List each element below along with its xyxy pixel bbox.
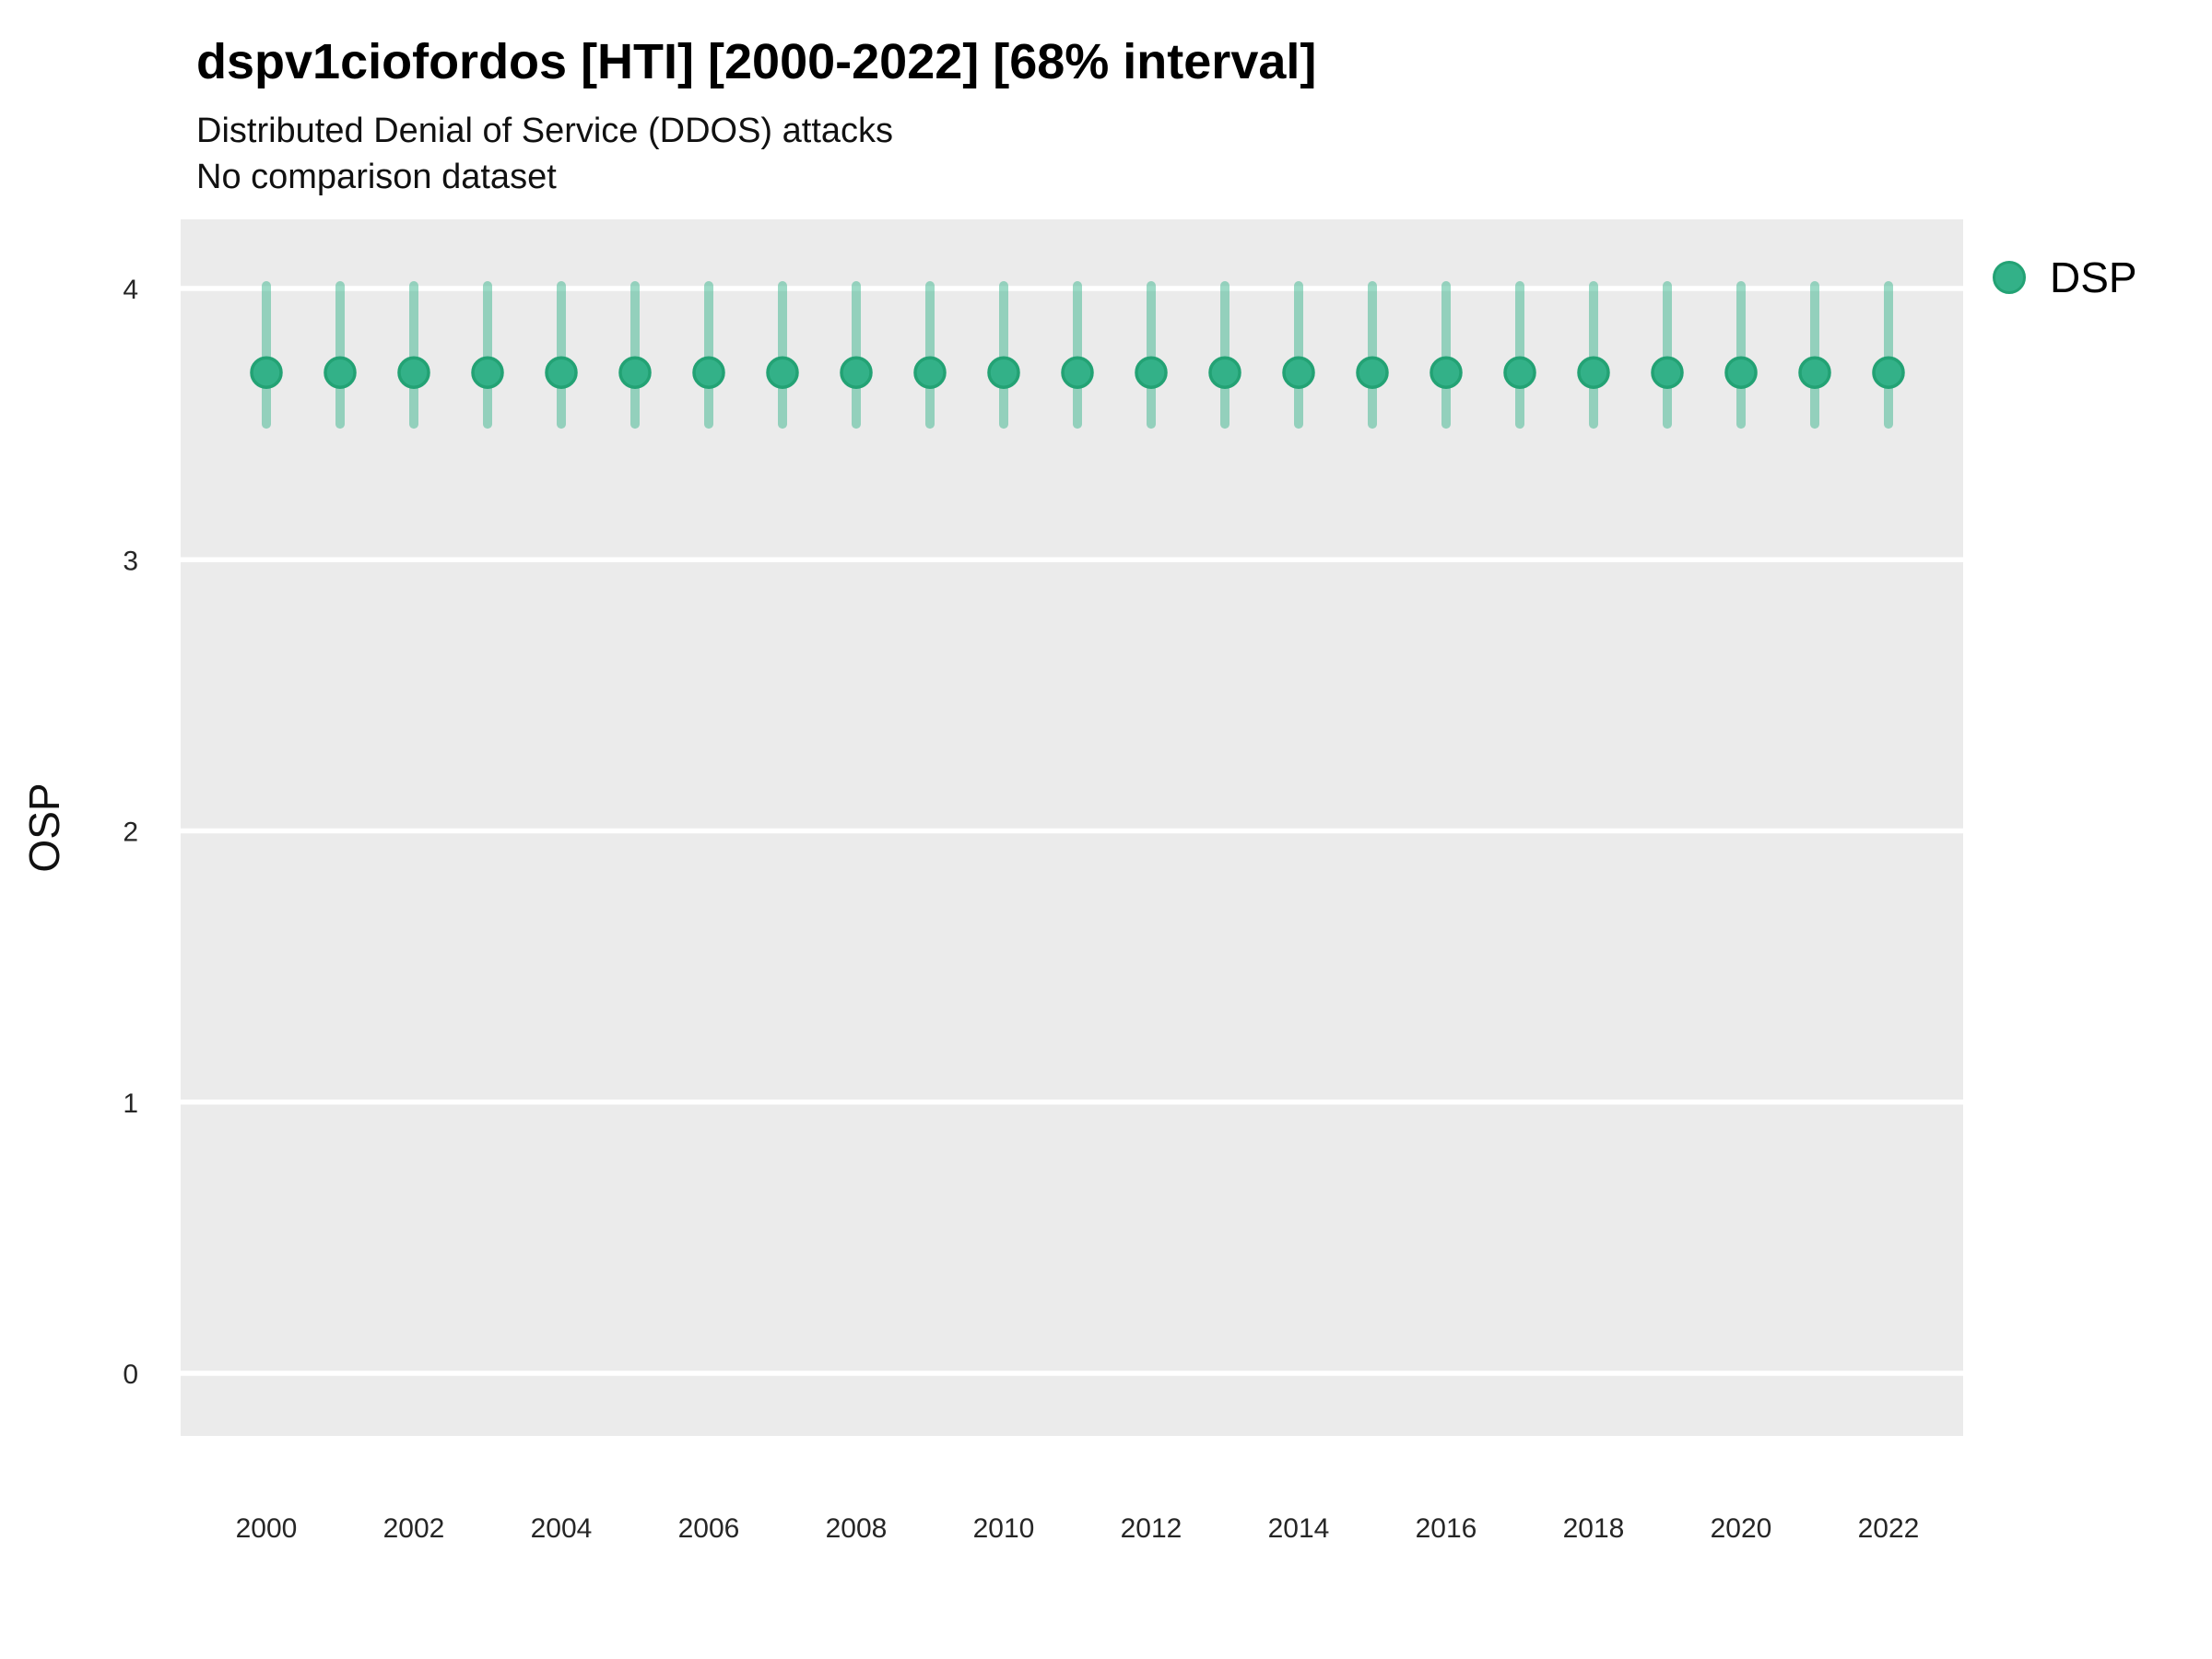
data-point <box>1724 356 1758 389</box>
data-point <box>1798 356 1831 389</box>
data-point <box>250 356 283 389</box>
legend-point-icon <box>1993 261 2026 294</box>
y-tick-label: 4 <box>123 275 138 305</box>
data-point <box>840 356 873 389</box>
chart-title: dspv1ciofordos [HTI] [2000-2022] [68% in… <box>196 34 1317 89</box>
x-tick-label: 2016 <box>1416 1513 1477 1544</box>
data-point <box>1135 356 1168 389</box>
chart-caption: No comparison dataset <box>196 158 557 196</box>
data-point <box>1430 356 1463 389</box>
x-tick-label: 2014 <box>1268 1513 1330 1544</box>
x-tick-label: 2012 <box>1121 1513 1182 1544</box>
data-point <box>692 356 725 389</box>
data-point <box>1208 356 1241 389</box>
x-tick-label: 2002 <box>383 1513 445 1544</box>
data-point <box>1577 356 1610 389</box>
panel-background <box>181 219 1963 1436</box>
data-point <box>1651 356 1684 389</box>
data-point <box>1061 356 1094 389</box>
data-point <box>324 356 357 389</box>
data-point <box>397 356 430 389</box>
x-tick-label: 2020 <box>1711 1513 1772 1544</box>
x-tick-label: 2010 <box>973 1513 1035 1544</box>
chart-subtitle: Distributed Denial of Service (DDOS) att… <box>196 112 894 150</box>
y-tick-label: 3 <box>123 546 138 576</box>
legend-label: DSP <box>2050 253 2137 301</box>
data-point <box>471 356 504 389</box>
x-tick-label: 2004 <box>531 1513 593 1544</box>
data-point <box>1503 356 1536 389</box>
y-tick-label: 1 <box>123 1088 138 1119</box>
data-point <box>913 356 947 389</box>
y-axis-title: OSP <box>20 782 68 873</box>
x-tick-label: 2022 <box>1858 1513 1920 1544</box>
data-point <box>1872 356 1905 389</box>
x-tick-label: 2006 <box>678 1513 740 1544</box>
y-tick-label: 2 <box>123 818 138 848</box>
data-point <box>766 356 799 389</box>
data-point <box>1282 356 1315 389</box>
data-point <box>987 356 1020 389</box>
x-tick-label: 2008 <box>826 1513 888 1544</box>
data-point <box>545 356 578 389</box>
legend: DSP <box>1993 253 2137 302</box>
x-tick-label: 2000 <box>236 1513 298 1544</box>
data-point <box>1356 356 1389 389</box>
y-tick-label: 0 <box>123 1359 138 1390</box>
x-tick-label: 2018 <box>1563 1513 1625 1544</box>
data-point <box>618 356 652 389</box>
